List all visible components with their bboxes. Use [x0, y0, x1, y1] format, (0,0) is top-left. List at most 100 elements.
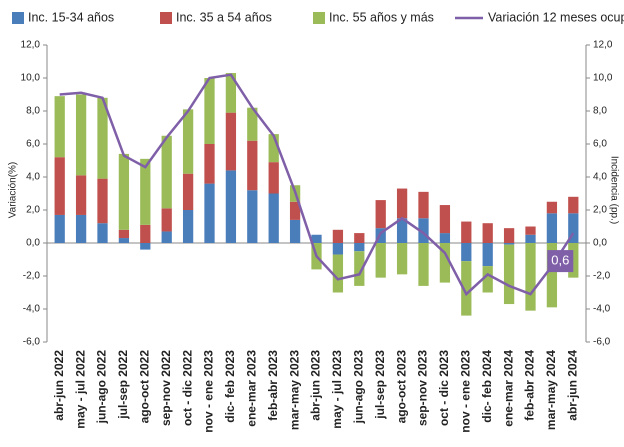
x-tick-label: abr-jun 2022 — [52, 350, 66, 421]
y2-tick-label: -4,0 — [593, 304, 611, 315]
bar — [482, 266, 493, 293]
bar — [525, 234, 536, 243]
y2-axis-label: Incidencia (pp.) — [608, 156, 619, 224]
y2-tick-label: -2,0 — [593, 271, 611, 282]
y2-tick-label: 4,0 — [593, 172, 607, 183]
y-tick-label: -2,0 — [23, 271, 41, 282]
data-label: 0,6 — [551, 253, 569, 268]
x-tick-label: abr-jun 2024 — [565, 350, 579, 421]
x-tick-label: feb-abr 2024 — [523, 350, 537, 421]
bar — [482, 243, 493, 267]
x-tick-label: ago-oct 2023 — [394, 350, 408, 424]
bar — [482, 223, 493, 243]
x-tick-label: jul-sep 2023 — [373, 350, 387, 420]
x-tick-label: ene-mar 2023 — [244, 350, 258, 427]
y-tick-label: 0,0 — [26, 238, 40, 249]
bar — [439, 243, 451, 283]
x-tick-label: nov - ene 2023 — [202, 350, 216, 433]
bar — [247, 140, 258, 191]
bar — [140, 243, 151, 250]
y-tick-label: 8,0 — [26, 106, 40, 117]
bar — [439, 233, 451, 243]
legend-label: Variación 12 meses ocupados — [488, 10, 624, 24]
bar — [54, 157, 65, 215]
bar — [247, 107, 258, 141]
bar — [439, 205, 451, 234]
y-axis-label: Variación(%) — [8, 162, 19, 219]
x-tick-label: may - jul 2023 — [330, 350, 344, 429]
y2-tick-label: 0,0 — [593, 238, 607, 249]
bar — [118, 153, 130, 230]
bar — [268, 193, 279, 243]
bar — [354, 243, 365, 252]
bar — [140, 158, 151, 225]
x-tick-label: oct - dic 2023 — [437, 350, 451, 426]
x-tick-label: mar-may 2024 — [544, 350, 558, 430]
bar — [332, 229, 344, 243]
bar — [418, 243, 429, 286]
y-tick-label: 6,0 — [26, 139, 40, 150]
bar — [546, 243, 558, 308]
bar — [225, 112, 237, 171]
legend-label: Inc. 15-34 años — [28, 10, 114, 24]
bar — [118, 238, 130, 243]
bar — [332, 243, 344, 255]
x-tick-label: mar-may 2023 — [287, 350, 301, 430]
bar — [525, 226, 536, 235]
bar — [97, 97, 108, 179]
bar — [354, 251, 365, 286]
bar — [182, 109, 194, 174]
bar — [75, 94, 87, 176]
x-tick-label: dic- feb 2024 — [480, 350, 494, 423]
bar — [503, 228, 515, 243]
bar — [97, 223, 108, 243]
y-tick-label: 4,0 — [26, 172, 40, 183]
x-tick-label: ago-oct 2022 — [137, 350, 151, 424]
bar — [503, 244, 515, 305]
bar — [375, 200, 386, 229]
bar — [97, 178, 108, 224]
legend-swatch — [313, 12, 325, 24]
bar — [289, 219, 301, 243]
y-tick-label: 2,0 — [26, 205, 40, 216]
y-tick-label: -6,0 — [23, 337, 41, 348]
bar — [546, 201, 558, 214]
bar — [182, 173, 194, 210]
bar — [247, 190, 258, 243]
x-tick-label: sep-nov 2022 — [159, 350, 173, 426]
bar — [311, 234, 322, 243]
bar — [225, 73, 237, 113]
bar — [75, 175, 87, 215]
bar — [204, 183, 215, 243]
x-tick-label: dic- feb 2023 — [223, 350, 237, 423]
x-tick-label: may - jul 2022 — [73, 350, 87, 429]
y2-tick-label: 2,0 — [593, 205, 607, 216]
bar — [225, 170, 237, 243]
legend-swatch — [12, 12, 24, 24]
bar — [161, 135, 172, 209]
bar — [396, 218, 408, 243]
bar — [268, 134, 279, 163]
y2-tick-label: 6,0 — [593, 139, 607, 150]
bar — [161, 231, 172, 243]
bar — [204, 78, 215, 144]
x-tick-label: ene-mar 2024 — [501, 350, 515, 427]
x-tick-label: jun-ago 2022 — [95, 350, 109, 425]
legend-label: Inc. 35 a 54 años — [176, 10, 272, 24]
bar — [418, 191, 429, 219]
y2-tick-label: 8,0 — [593, 106, 607, 117]
legend-swatch — [160, 12, 172, 24]
bar — [118, 229, 130, 239]
bar — [568, 196, 579, 214]
bar — [503, 243, 515, 245]
bar — [568, 213, 579, 243]
x-tick-label: jun-ago 2023 — [351, 350, 365, 425]
x-tick-label: oct - dic 2022 — [180, 350, 194, 426]
bar — [268, 162, 279, 194]
x-tick-label: nov - ene 2023 — [458, 350, 472, 433]
line — [59, 73, 575, 297]
x-tick-label: feb-abr 2023 — [266, 350, 280, 421]
bar — [140, 224, 151, 243]
y-tick-label: 10,0 — [21, 73, 41, 84]
